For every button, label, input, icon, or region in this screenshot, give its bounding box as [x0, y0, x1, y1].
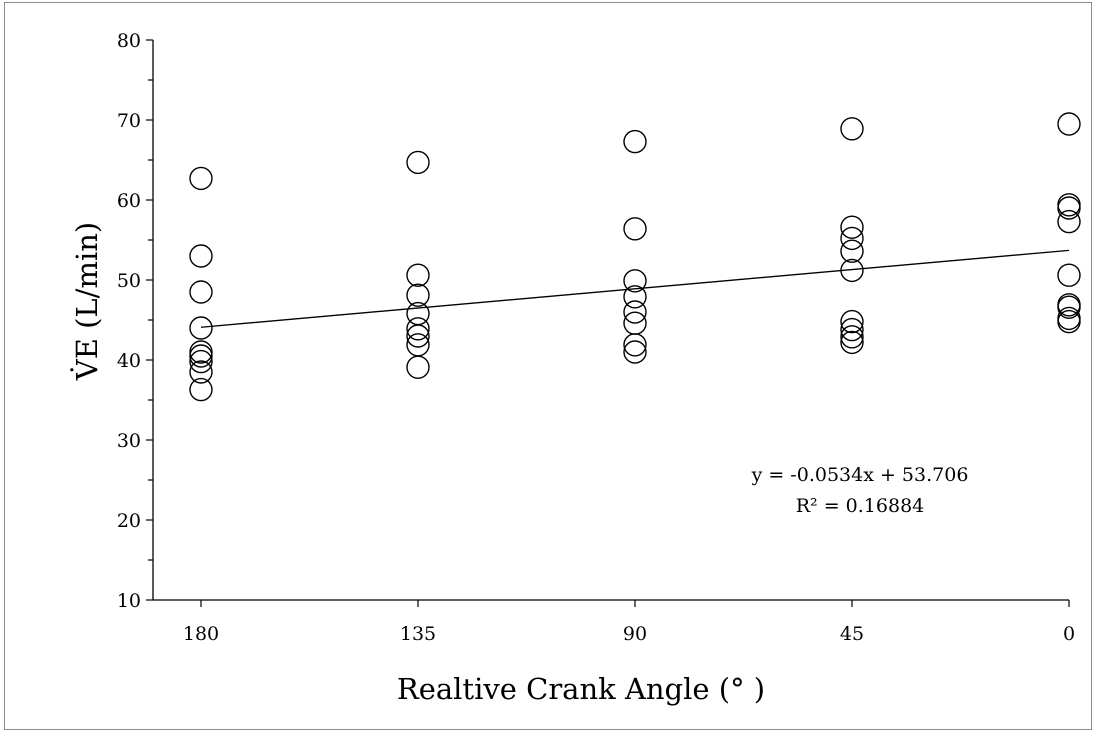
- data-point: [840, 330, 864, 355]
- chart-frame: 10 20 30 40 50 60 70 80 180 135 90 45 0 Realtive Cra…: [4, 2, 1092, 730]
- trendline: [200, 249, 1070, 328]
- y-tick-label: 10: [117, 590, 141, 612]
- data-point: [1057, 209, 1081, 234]
- y-tick-label: 60: [117, 190, 141, 212]
- data-point: [406, 283, 430, 307]
- x-tick-label: 135: [400, 623, 436, 645]
- data-point: [840, 317, 864, 342]
- data-point: [623, 269, 647, 293]
- data-point: [189, 316, 213, 340]
- y-tick-label: 80: [117, 30, 141, 52]
- data-point: [189, 244, 213, 268]
- scatter-chart: 10 20 30 40 50 60 70 80 180 135 90 45 0 Realtive Cra…: [70, 30, 1081, 706]
- data-point: [623, 333, 647, 357]
- x-tick-label: 0: [1063, 623, 1075, 645]
- data-point: [406, 150, 430, 175]
- data-point: [623, 285, 647, 309]
- data-point: [406, 317, 430, 341]
- tick-labels: 10 20 30 40 50 60 70 80 180 135 90 45 0: [117, 30, 1075, 645]
- data-point: [623, 300, 647, 324]
- data-point: [840, 215, 864, 239]
- data-point: [406, 263, 430, 287]
- data-point: [840, 239, 864, 263]
- x-tick-label: 90: [623, 623, 647, 645]
- data-point: [189, 377, 213, 402]
- data-point: [189, 166, 213, 191]
- y-tick-label: 70: [117, 110, 141, 132]
- data-point: [1057, 196, 1081, 220]
- axes: [146, 39, 1070, 607]
- data-point: [840, 226, 864, 251]
- data-point: [189, 340, 213, 364]
- data-point: [406, 324, 430, 348]
- y-axis-title: V̇E (L/min): [70, 222, 104, 381]
- x-axis-title: Realtive Crank Angle (° ): [397, 672, 765, 706]
- data-point: [623, 340, 647, 364]
- data-point: [1057, 112, 1081, 136]
- x-tick-label: 45: [840, 623, 864, 645]
- data-point: [623, 217, 647, 241]
- data-point: [840, 258, 864, 283]
- trendline-group: [200, 249, 1070, 328]
- data-point: [189, 344, 213, 368]
- data-point: [840, 325, 864, 349]
- data-point: [189, 360, 213, 384]
- trendline-r-squared: R² = 0.16884: [796, 495, 925, 517]
- y-tick-label: 20: [117, 510, 141, 532]
- y-tick-label: 40: [117, 350, 141, 372]
- data-point: [189, 280, 213, 304]
- data-point: [1057, 309, 1081, 334]
- y-tick-label: 30: [117, 430, 141, 452]
- x-tick-label: 180: [183, 623, 219, 645]
- data-point: [406, 355, 430, 379]
- data-point: [1057, 293, 1081, 317]
- data-points: [189, 112, 1081, 402]
- data-point: [623, 129, 647, 154]
- data-point: [189, 349, 213, 374]
- data-point: [1057, 263, 1081, 287]
- trendline-equation: y = -0.0534x + 53.706: [751, 464, 969, 486]
- data-point: [1057, 295, 1081, 319]
- data-point: [840, 309, 864, 334]
- y-tick-label: 50: [117, 270, 141, 292]
- data-point: [840, 117, 864, 141]
